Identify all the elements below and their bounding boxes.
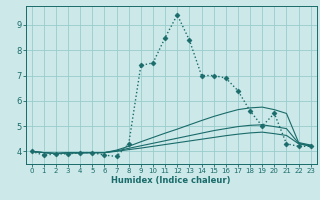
- X-axis label: Humidex (Indice chaleur): Humidex (Indice chaleur): [111, 176, 231, 185]
